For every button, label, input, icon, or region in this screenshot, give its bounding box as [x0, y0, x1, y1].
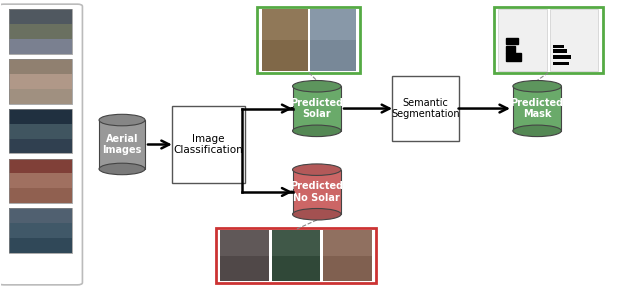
FancyBboxPatch shape — [9, 74, 72, 89]
Ellipse shape — [99, 163, 145, 175]
FancyBboxPatch shape — [292, 170, 341, 214]
FancyBboxPatch shape — [262, 9, 308, 40]
FancyBboxPatch shape — [493, 7, 603, 73]
FancyBboxPatch shape — [220, 231, 269, 256]
FancyBboxPatch shape — [9, 109, 72, 124]
FancyBboxPatch shape — [9, 238, 72, 253]
Text: Semantic
Segmentation: Semantic Segmentation — [391, 98, 460, 119]
Text: Image
Classification: Image Classification — [173, 134, 243, 155]
Ellipse shape — [292, 81, 341, 92]
FancyBboxPatch shape — [271, 231, 321, 256]
Ellipse shape — [99, 114, 145, 126]
FancyBboxPatch shape — [262, 40, 308, 71]
FancyBboxPatch shape — [9, 59, 72, 74]
FancyBboxPatch shape — [513, 86, 561, 131]
FancyBboxPatch shape — [99, 120, 145, 169]
FancyBboxPatch shape — [323, 231, 372, 256]
Ellipse shape — [292, 164, 341, 175]
FancyBboxPatch shape — [323, 256, 372, 281]
FancyBboxPatch shape — [498, 9, 547, 71]
FancyBboxPatch shape — [553, 62, 569, 65]
FancyBboxPatch shape — [553, 55, 571, 58]
Bar — [506, 53, 520, 61]
Text: Predicted
Solar: Predicted Solar — [291, 98, 344, 119]
FancyBboxPatch shape — [392, 76, 459, 141]
FancyBboxPatch shape — [9, 173, 72, 188]
Ellipse shape — [513, 125, 561, 137]
FancyBboxPatch shape — [9, 9, 72, 24]
Ellipse shape — [292, 208, 341, 220]
FancyBboxPatch shape — [553, 45, 564, 48]
FancyBboxPatch shape — [9, 208, 72, 223]
Text: Aerial
Images: Aerial Images — [102, 134, 141, 155]
Text: Predicted
Mask: Predicted Mask — [511, 98, 564, 119]
FancyBboxPatch shape — [310, 40, 356, 71]
FancyBboxPatch shape — [220, 256, 269, 281]
FancyBboxPatch shape — [553, 49, 567, 53]
FancyBboxPatch shape — [292, 86, 341, 131]
Ellipse shape — [513, 81, 561, 92]
FancyBboxPatch shape — [271, 256, 321, 281]
FancyBboxPatch shape — [9, 89, 72, 104]
FancyBboxPatch shape — [0, 4, 83, 285]
Bar — [506, 38, 518, 44]
Text: Predicted
No Solar: Predicted No Solar — [291, 181, 344, 203]
FancyBboxPatch shape — [9, 24, 72, 39]
FancyBboxPatch shape — [9, 188, 72, 203]
FancyBboxPatch shape — [9, 138, 72, 153]
FancyBboxPatch shape — [172, 106, 245, 183]
FancyBboxPatch shape — [9, 223, 72, 238]
FancyBboxPatch shape — [9, 124, 72, 138]
FancyBboxPatch shape — [550, 9, 598, 71]
FancyBboxPatch shape — [216, 229, 376, 284]
FancyBboxPatch shape — [257, 7, 360, 73]
Bar — [506, 47, 515, 53]
FancyBboxPatch shape — [310, 9, 356, 40]
FancyBboxPatch shape — [9, 159, 72, 173]
FancyBboxPatch shape — [9, 39, 72, 54]
Ellipse shape — [292, 125, 341, 137]
